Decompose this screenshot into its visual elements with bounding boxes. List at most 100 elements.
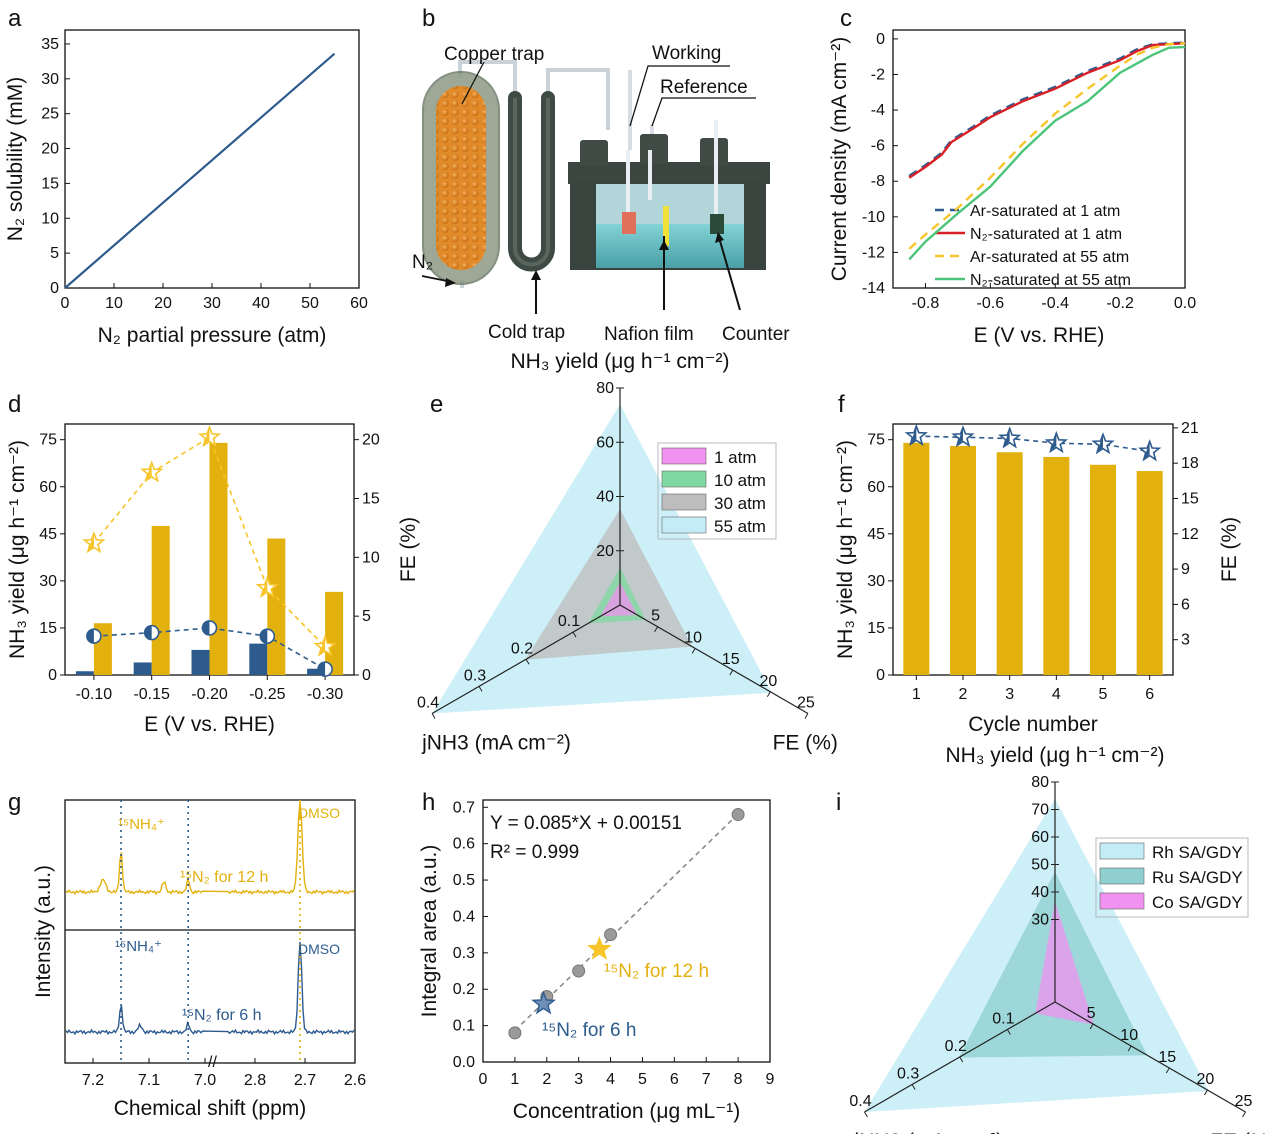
legend-swatch [661,447,707,465]
x-tick-label: -0.15 [133,686,170,703]
radar-tick [431,713,436,719]
x-axis-label: Chemical shift (ppm) [114,1097,307,1120]
x-tick-label: 20 [154,295,172,312]
y-tick-label: 0.1 [453,1018,475,1035]
radar-tick-label: 25 [1235,1093,1253,1110]
x-axis-label: E (V vs. RHE) [974,324,1105,347]
y-tick-label: 0 [50,280,59,297]
fe-circle-half [260,629,268,644]
y-tick-label: 15 [41,175,59,192]
plot-frame [892,29,1186,289]
radar-tick-label: 20 [759,673,777,690]
radar-tick [1165,1067,1170,1074]
series-line [908,42,1186,250]
legend-label: 10 atm [714,471,766,490]
bar [75,671,94,675]
bar [267,538,286,675]
panel-letters: a b c d e f g h i [8,5,852,816]
y-tick-label: 0 [876,31,885,48]
radar-area [1035,902,1094,1025]
y2-tick-label: 6 [1181,596,1190,613]
y2-tick-label: 15 [362,490,380,507]
x-tick-label: 60 [350,295,368,312]
x-axis-label: N₂ partial pressure (atm) [98,324,327,347]
legend-label: Ru SA/GDY [1152,868,1243,887]
y2-tick-label: 21 [1181,420,1199,437]
fit-equation: Y = 0.085*X + 0.00151 [490,813,682,834]
x-tick-label: -0.2 [1106,295,1134,312]
panel-letter-c: c [840,5,852,32]
x-tick-label: 0 [61,295,70,312]
spectrum-12h [65,801,355,896]
label-copper-trap: Copper trap [444,44,544,65]
y-axis-label: NH₃ yield (μg h⁻¹ cm⁻²) [6,440,29,659]
y2-tick-label: 3 [1181,632,1190,649]
legend-label: 1 atm [714,448,757,467]
panel-letter-g: g [8,789,21,816]
radar-tick-label: 0.3 [897,1066,919,1083]
y-axis-label: NH₃ yield (μg h⁻¹ cm⁻²) [834,440,857,659]
y-tick-label: 75 [39,432,57,449]
y-tick-label: -8 [871,173,885,190]
y2-tick-label: 0 [362,667,371,684]
fe-star-half [145,462,152,481]
spectrum-6h [65,941,355,1036]
radar-tick-label: 5 [651,608,660,625]
y-tick-label: -14 [862,280,885,297]
panel-letter-f: f [838,391,845,418]
y2-tick-label: 15 [1181,490,1199,507]
fe-circle-half [86,629,94,644]
fe-circle-half [202,620,210,635]
x-tick-label: 40 [252,295,270,312]
y-tick-label: 0.4 [453,908,475,925]
x-tick-label: 10 [105,295,123,312]
y2-axis-label: FE (%) [1218,517,1241,582]
fe-star-marker [998,426,1022,449]
x-axis-label: E (V vs. RHE) [144,713,275,736]
calibration-point [508,1026,522,1040]
x-tick-label: 5 [638,1071,647,1088]
radar-tick-label: 10 [684,629,702,646]
x-tick-label: 4 [606,1071,615,1088]
legend-label: Ar-saturated at 55 atm [970,249,1129,266]
radar-tick-label: 0.2 [945,1038,967,1055]
y2-axis-label: FE (%) [397,517,420,582]
radar-axis-label: FE (%) [1210,1130,1269,1134]
y-tick-label: 0.3 [453,945,475,962]
fe-line [93,627,326,670]
bar [996,452,1023,675]
x-tick-label: -0.10 [76,686,113,703]
label-working: Working [652,43,721,64]
x-tick-label: 0.0 [1174,295,1196,312]
x-tick-label: 6 [1145,686,1154,703]
radar-tick-label: 0.3 [464,667,486,684]
y-tick-label: -10 [862,209,885,226]
y-tick-label: 30 [39,573,57,590]
legend-label: 30 atm [714,494,766,513]
y-tick-label: 10 [41,210,59,227]
radar-tick [1127,1045,1132,1052]
radar-axis-label: FE (%) [773,732,838,755]
fe-circle-half [144,625,152,640]
y-tick-label: 0.0 [453,1054,475,1071]
calibration-point [731,808,745,822]
fe-star-half [203,427,210,446]
label-nafion: Nafion film [604,324,694,345]
x-tick-label: 5 [1099,686,1108,703]
radar-tick [572,631,577,638]
y-tick-label: -12 [862,244,885,261]
y-axis-label: Integral area (a.u.) [418,845,441,1018]
fe-star-half [1050,433,1057,452]
fe-star-marker [1138,439,1162,462]
y2-tick-label: 5 [362,608,371,625]
label-reference: Reference [660,77,748,98]
series-line [908,41,1186,177]
y-tick-label: 75 [867,432,885,449]
x-tick-label: 7.2 [82,1072,104,1089]
x-tick-label: 50 [301,295,319,312]
fe-star-half [1003,428,1010,447]
y2-tick-label: 9 [1181,561,1190,578]
legend-swatch [1099,892,1145,910]
cold-trap-tube [508,91,555,272]
